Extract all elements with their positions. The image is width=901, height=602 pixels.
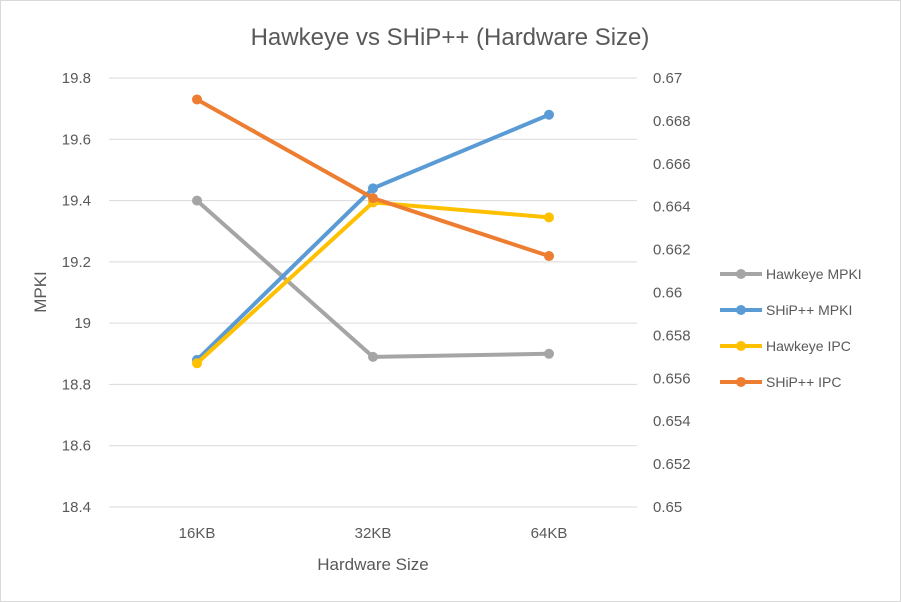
right-tick-label: 0.66: [653, 285, 682, 302]
right-tick-label: 0.652: [653, 456, 691, 473]
data-point: [544, 109, 554, 120]
x-axis-label: Hardware Size: [317, 555, 429, 574]
data-point: [368, 351, 378, 362]
chart-title: Hawkeye vs SHiP++ (Hardware Size): [251, 24, 650, 51]
data-point: [192, 358, 202, 369]
right-tick-label: 0.656: [653, 370, 691, 387]
right-tick-label: 0.668: [653, 113, 691, 130]
right-tick-label: 0.654: [653, 413, 691, 430]
series-line: [195, 198, 551, 359]
left-tick-label: 18.8: [62, 376, 91, 393]
legend-swatch-marker: [736, 341, 746, 351]
left-tick-label: 19.6: [62, 131, 91, 148]
left-tick-label: 19: [74, 315, 91, 332]
legend-label: Hawkeye MPKI: [766, 266, 862, 282]
x-tick-label: 32KB: [355, 525, 392, 542]
right-tick-label: 0.65: [653, 499, 682, 516]
legend: Hawkeye MPKI SHiP++ MPKI Hawkeye IPC SHiP++…: [720, 266, 862, 390]
data-point: [368, 193, 378, 204]
series-lines: [192, 94, 554, 369]
left-axis-ticks: 18.4 18.6 18.8 19 19.2 19.4 19.6 19.8: [62, 70, 91, 516]
data-point: [544, 212, 554, 223]
data-point: [544, 348, 554, 359]
legend-swatch-marker: [736, 269, 746, 279]
data-point: [544, 251, 554, 262]
left-tick-label: 19.2: [62, 254, 91, 271]
data-point: [192, 94, 202, 105]
x-axis-ticks: 16KB 32KB 64KB: [179, 525, 568, 542]
legend-swatch-marker: [736, 377, 746, 387]
left-tick-label: 18.4: [62, 499, 91, 516]
gridlines: [109, 77, 637, 508]
right-tick-label: 0.662: [653, 242, 691, 259]
right-tick-label: 0.67: [653, 70, 682, 87]
legend-swatch-marker: [736, 305, 746, 315]
left-tick-label: 18.6: [62, 438, 91, 455]
right-tick-label: 0.664: [653, 199, 691, 216]
y-axis-label: MPKI: [31, 271, 50, 313]
left-tick-label: 19.8: [62, 70, 91, 87]
right-tick-label: 0.658: [653, 327, 691, 344]
legend-label: SHiP++ MPKI: [766, 302, 852, 318]
x-tick-label: 16KB: [179, 525, 216, 542]
data-point: [368, 183, 378, 194]
left-tick-label: 19.4: [62, 193, 91, 210]
right-tick-label: 0.666: [653, 156, 691, 173]
legend-label: SHiP++ IPC: [766, 374, 841, 390]
legend-label: Hawkeye IPC: [766, 338, 851, 354]
series-line: [195, 200, 551, 366]
x-tick-label: 64KB: [531, 525, 568, 542]
data-point: [192, 195, 202, 206]
series-line: [195, 97, 551, 259]
right-axis-ticks: 0.65 0.652 0.654 0.656 0.658 0.66 0.662 0.664 0.…: [653, 70, 691, 516]
